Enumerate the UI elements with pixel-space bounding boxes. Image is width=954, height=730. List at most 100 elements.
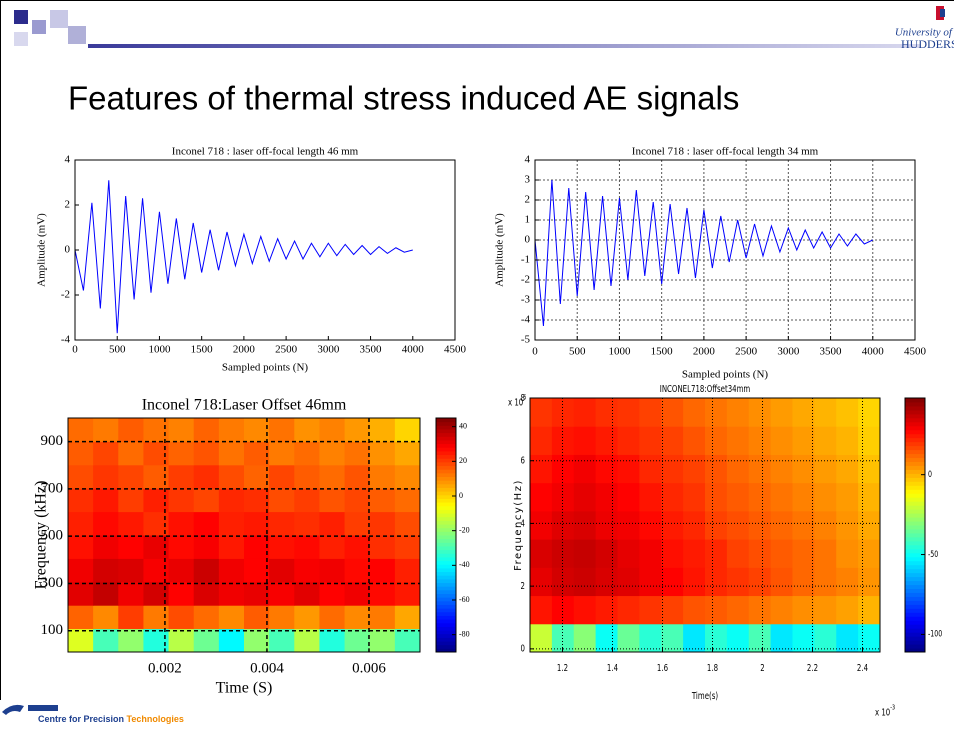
heatmap-cell <box>244 418 270 442</box>
colorbar-segment <box>436 542 456 547</box>
heatmap-cell <box>836 454 859 484</box>
heatmap-cell <box>218 558 245 583</box>
x-tick-label: 1000 <box>148 344 171 356</box>
x-axis-label: Time (S) <box>216 680 273 697</box>
colorbar-segment <box>905 457 925 462</box>
heatmap-cell <box>344 418 371 442</box>
heatmap-cell <box>168 488 195 513</box>
heatmap-cell <box>218 418 245 442</box>
heatmap-cell <box>143 558 170 583</box>
x-tick-label: 0.002 <box>148 660 182 676</box>
heatmap-cell <box>269 511 295 536</box>
colorbar-segment <box>905 596 925 601</box>
heatmap-cell <box>118 511 144 536</box>
colorbar-segment <box>436 428 456 434</box>
heatmap-cell <box>93 535 119 559</box>
x-tick-label: 4000 <box>862 346 885 358</box>
footer-org: Centre for Precision <box>38 714 124 724</box>
x-tick-label: 2500 <box>735 346 758 358</box>
heatmap-cell <box>193 441 220 466</box>
heatmap-cell <box>792 510 815 540</box>
heatmap-cell <box>551 426 575 455</box>
heatmap-cell <box>369 441 396 466</box>
heatmap-cell <box>661 567 684 597</box>
colorbar-segment <box>905 477 925 482</box>
y-tick-label: -4 <box>521 314 531 326</box>
heatmap-cell <box>93 511 119 536</box>
colorbar-segment <box>436 622 456 627</box>
heatmap-cell <box>530 623 553 653</box>
heatmap-cell <box>93 488 119 513</box>
heatmap-cell <box>269 535 295 559</box>
x-tick-label: 1.4 <box>607 663 618 675</box>
colorbar-segment <box>436 436 456 441</box>
heatmap-cell <box>93 581 119 606</box>
heatmap-cell <box>68 581 94 606</box>
heatmap-cell <box>705 510 728 540</box>
chart-title: Inconel 718:Laser Offset 46mm <box>142 397 347 414</box>
heatmap-cell <box>683 539 706 568</box>
heatmap-cell <box>661 482 684 512</box>
y-tick-label: 300 <box>41 575 64 591</box>
heatmap-cell <box>705 482 728 512</box>
y-tick-label: 100 <box>41 622 64 638</box>
colorbar-segment <box>436 648 456 653</box>
axis-multiplier: x 105 <box>508 394 527 409</box>
heatmap-cell <box>68 464 94 489</box>
heatmap-cell <box>93 418 119 442</box>
heatmap-cell <box>551 482 575 512</box>
colorbar-segment <box>436 476 456 481</box>
colorbar-segment <box>436 582 456 587</box>
heatmap-cell <box>68 441 94 466</box>
heatmap-cell <box>770 398 793 427</box>
heatmap-cell <box>319 605 346 630</box>
heatmap-cell <box>573 595 597 625</box>
colorbar-segment <box>436 626 456 631</box>
heatmap-cell <box>836 426 859 455</box>
colorbar-segment <box>436 425 456 430</box>
colorbar-segment <box>436 524 456 529</box>
heatmap-cell <box>836 398 859 427</box>
heatmap-cell <box>726 510 750 540</box>
colorbar-segment <box>905 592 925 597</box>
y-tick-label: 3 <box>525 174 531 186</box>
colorbar-segment <box>905 497 925 502</box>
colorbar-segment <box>905 429 925 435</box>
heatmap-cell <box>93 441 119 466</box>
heatmap-cell <box>244 605 270 630</box>
heatmap-cell <box>858 510 881 540</box>
heatmap-cell <box>143 581 170 606</box>
heatmap-cell <box>530 426 553 455</box>
heatmap-cell <box>530 482 553 512</box>
heatmap-cell <box>639 426 662 455</box>
colorbar-segment <box>436 421 456 426</box>
y-axis-label: Frequency (kHz) <box>33 481 50 590</box>
heatmap-cell <box>770 482 793 512</box>
heatmap-cell <box>369 581 396 606</box>
heatmap-cell <box>269 441 295 466</box>
heatmap-cell <box>193 558 220 583</box>
heatmap-cell <box>369 464 396 489</box>
heatmap-cell <box>294 605 320 630</box>
colorbar-segment <box>905 441 925 447</box>
colorbar-segment <box>436 560 456 565</box>
colorbar-segment <box>436 615 456 620</box>
heatmap-cell <box>705 595 728 625</box>
heatmap-cell <box>269 488 295 513</box>
heatmap-cell <box>573 482 597 512</box>
colorbar-segment <box>436 549 456 554</box>
x-tick-label: 3000 <box>777 346 800 358</box>
heatmap-cell <box>661 510 684 540</box>
heatmap-cell <box>836 595 859 625</box>
colorbar-segment <box>436 567 456 573</box>
colorbar-segment <box>905 608 925 613</box>
colorbar-segment <box>905 580 925 586</box>
heatmap-cell <box>369 418 396 442</box>
heatmap-cell <box>269 605 295 630</box>
y-tick-label: 0 <box>521 644 525 656</box>
heatmap-cell <box>595 510 618 540</box>
colorbar-segment <box>905 572 925 578</box>
heatmap-cell <box>168 628 195 653</box>
colorbar-tick-label: -80 <box>459 629 470 638</box>
